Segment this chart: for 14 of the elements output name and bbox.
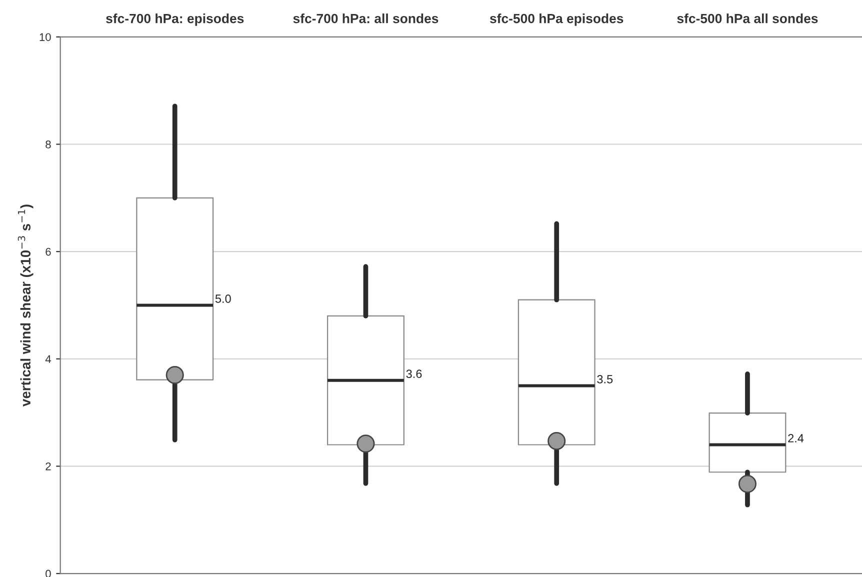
x-tick-label: sfc-700 hPa: all sondes <box>293 14 438 24</box>
y-tick-label: 10 <box>40 33 51 42</box>
annotation: 5.0 <box>215 294 231 303</box>
x-tick-label: sfc-500 hPa episodes <box>490 14 624 26</box>
y-tick-label: 8 <box>46 140 51 148</box>
x-tick-label: sfc-500 hPa all sondes <box>677 14 818 24</box>
y-tick-label: 2 <box>46 462 51 470</box>
annotation: 3.5 <box>597 375 613 384</box>
y-axis-title: vertical wind shear (x10$^{−3}$ s$^{−1}$) <box>18 204 34 406</box>
annotation: 2.4 <box>788 434 804 442</box>
y-tick-label: 6 <box>46 248 51 256</box>
annotation: 3.6 <box>406 370 422 378</box>
x-tick-label: sfc-700 hPa: episodes <box>106 14 244 26</box>
y-tick-label: 4 <box>45 355 51 363</box>
